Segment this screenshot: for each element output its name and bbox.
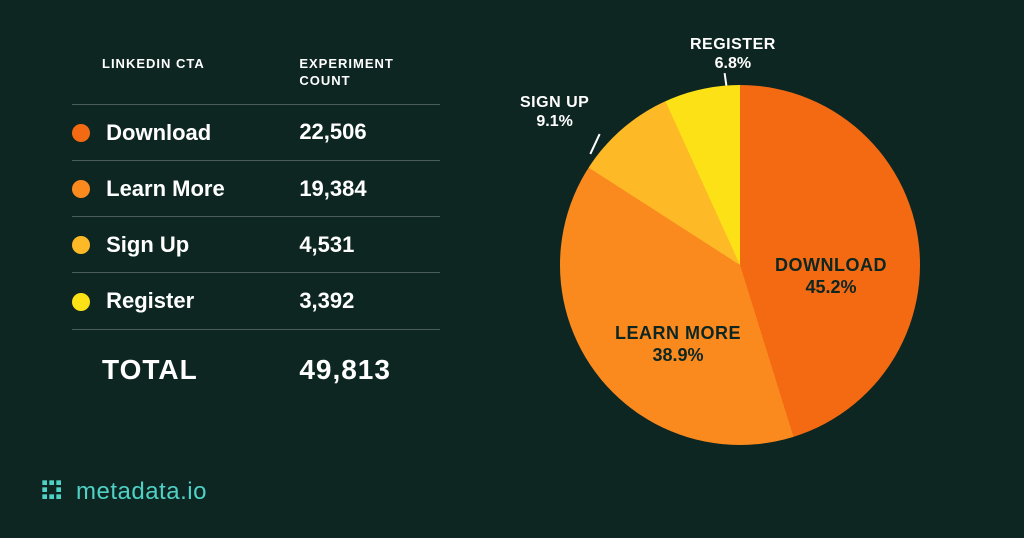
total-value: 49,813 bbox=[299, 329, 440, 400]
row-count: 19,384 bbox=[299, 160, 440, 216]
table-total-row: TOTAL 49,813 bbox=[72, 329, 440, 400]
chart-panel: SIGN UP 9.1% REGISTER 6.8% DOWNLOAD 45.2… bbox=[480, 0, 1024, 538]
table-header-row: LINKEDIN CTA EXPERIMENT COUNT bbox=[72, 56, 440, 104]
row-count: 3,392 bbox=[299, 273, 440, 329]
table-row: Sign Up 4,531 bbox=[72, 217, 440, 273]
swatch-icon bbox=[72, 236, 90, 254]
col-header-cta: LINKEDIN CTA bbox=[72, 56, 299, 104]
table-row: Download 22,506 bbox=[72, 104, 440, 160]
cta-table: LINKEDIN CTA EXPERIMENT COUNT Download 2… bbox=[72, 56, 440, 400]
table-row: Learn More 19,384 bbox=[72, 160, 440, 216]
logo-icon bbox=[40, 478, 68, 506]
pie-chart: DOWNLOAD 45.2% LEARN MORE 38.9% bbox=[560, 85, 920, 445]
pie-ext-label-signup: SIGN UP 9.1% bbox=[520, 93, 589, 131]
total-label: TOTAL bbox=[72, 329, 299, 400]
pie-label-download: DOWNLOAD 45.2% bbox=[775, 255, 887, 298]
pie-ext-label-register: REGISTER 6.8% bbox=[690, 35, 776, 73]
infographic-container: LINKEDIN CTA EXPERIMENT COUNT Download 2… bbox=[0, 0, 1024, 538]
row-label: Download bbox=[106, 120, 211, 145]
row-label: Register bbox=[106, 289, 194, 314]
pie-label-learnmore: LEARN MORE 38.9% bbox=[615, 323, 741, 366]
row-label: Learn More bbox=[106, 176, 225, 201]
row-label: Sign Up bbox=[106, 232, 189, 257]
swatch-icon bbox=[72, 180, 90, 198]
table-row: Register 3,392 bbox=[72, 273, 440, 329]
swatch-icon bbox=[72, 293, 90, 311]
row-count: 4,531 bbox=[299, 217, 440, 273]
table-panel: LINKEDIN CTA EXPERIMENT COUNT Download 2… bbox=[0, 0, 480, 538]
logo-text: metadata.io bbox=[76, 478, 207, 506]
row-count: 22,506 bbox=[299, 104, 440, 160]
col-header-count: EXPERIMENT COUNT bbox=[299, 56, 440, 104]
brand-logo: metadata.io bbox=[40, 478, 207, 506]
swatch-icon bbox=[72, 124, 90, 142]
